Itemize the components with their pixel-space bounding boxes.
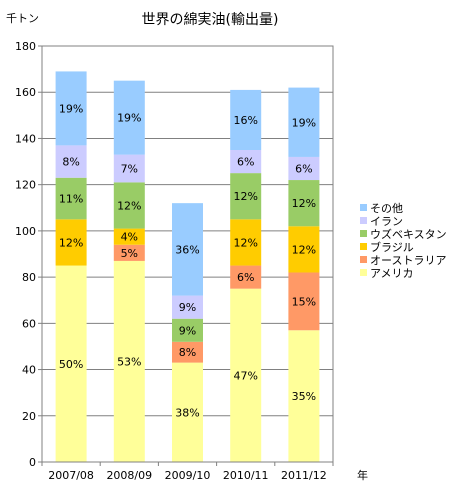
data-label: 11%	[59, 193, 83, 206]
bar-segment	[113, 260, 145, 462]
data-label: 50%	[59, 358, 83, 371]
y-tick-label: 160	[15, 86, 36, 99]
bar-segment	[230, 150, 262, 174]
legend-swatch	[360, 243, 367, 250]
data-label: 15%	[292, 295, 316, 308]
bar-segment	[55, 145, 87, 178]
legend-label: ウズベキスタン	[370, 227, 447, 241]
bar-stack: 35% 15% 12% 12% 6% 19%	[288, 87, 320, 462]
bar-stack: 53% 5% 4% 12% 7% 19%	[113, 80, 145, 462]
bar-segment	[230, 89, 262, 150]
data-label: 38%	[175, 406, 199, 419]
y-tick-label: 100	[15, 225, 36, 238]
legend-label: その他	[370, 202, 403, 215]
bar-segment	[172, 295, 203, 319]
x-tick-label: 2008/09	[106, 469, 152, 482]
bar-segment	[172, 318, 203, 342]
data-label: 6%	[295, 162, 312, 175]
data-label: 19%	[117, 112, 141, 125]
y-axis-unit-label: 千トン	[6, 12, 39, 25]
bar-segment	[288, 226, 320, 273]
bar-segment	[113, 182, 145, 229]
x-axis-unit-label: 年	[357, 468, 368, 482]
bar-segment	[113, 80, 145, 155]
bar-segment	[230, 265, 262, 289]
y-tick-label: 140	[15, 132, 36, 145]
legend-swatch	[360, 230, 367, 237]
data-label: 8%	[179, 346, 196, 359]
bar-segment	[172, 362, 203, 462]
legend-label: アメリカ	[370, 267, 413, 280]
bar-segment	[55, 71, 87, 146]
data-label: 9%	[179, 301, 196, 314]
data-label: 12%	[292, 243, 316, 256]
bar-segment	[288, 330, 320, 462]
data-label: 6%	[237, 156, 254, 169]
x-tick-label: 2009/10	[165, 469, 211, 482]
data-label: 16%	[233, 114, 257, 127]
legend-label: イラン	[370, 215, 403, 228]
data-label: 8%	[62, 156, 79, 169]
data-label: 35%	[292, 390, 316, 403]
bar-segment	[113, 228, 145, 245]
y-tick-label: 40	[22, 364, 36, 377]
data-label: 9%	[179, 324, 196, 337]
legend-label: ブラジル	[370, 240, 414, 254]
legend-label: オーストラリア	[370, 254, 446, 267]
bar-segment	[55, 265, 87, 462]
bar-segment	[288, 180, 320, 227]
bar-segment	[288, 272, 320, 331]
legend-swatch	[360, 256, 367, 263]
data-label: 5%	[121, 247, 138, 260]
plot-area: 0 20 40 60 80 100 120 140 160 180 50% 12% 11% 8% 19% 20…	[15, 40, 334, 482]
data-label: 12%	[292, 197, 316, 210]
bar-stack: 47% 6% 12% 12% 6% 16%	[230, 89, 262, 462]
data-label: 19%	[59, 102, 83, 115]
data-label: 53%	[117, 355, 141, 368]
x-tick-label: 2007/08	[48, 469, 94, 482]
data-label: 19%	[292, 116, 316, 129]
bar-segment	[113, 244, 145, 261]
data-label: 47%	[233, 369, 257, 382]
bar-segment	[55, 219, 87, 266]
bar-segment	[113, 154, 145, 183]
bar-segment	[172, 203, 203, 296]
bar-segment	[230, 219, 262, 266]
y-tick-label: 20	[22, 410, 36, 423]
y-tick-label: 0	[29, 456, 36, 469]
y-tick-label: 180	[15, 40, 36, 53]
y-tick-label: 80	[22, 271, 36, 284]
bar-segment	[172, 341, 203, 363]
y-tick-label: 60	[22, 317, 36, 330]
bar-stack: 38% 8% 9% 9% 36%	[172, 203, 203, 462]
legend-swatch	[360, 204, 367, 211]
chart-title: 世界の綿実油(輸出量)	[142, 12, 279, 28]
data-label: 12%	[59, 236, 83, 249]
legend-swatch	[360, 217, 367, 224]
bar-segment	[55, 177, 87, 220]
bar-segment	[288, 156, 320, 181]
data-label: 12%	[233, 236, 257, 249]
x-tick-label: 2010/11	[223, 469, 269, 482]
y-tick-label: 120	[15, 179, 36, 192]
data-label: 7%	[121, 162, 138, 175]
data-label: 12%	[233, 190, 257, 203]
bar-segment	[288, 87, 320, 157]
x-tick-label: 2011/12	[281, 469, 327, 482]
bar-stack: 50% 12% 11% 8% 19%	[55, 71, 87, 462]
bar-segment	[230, 173, 262, 220]
legend-swatch	[360, 269, 367, 276]
data-label: 12%	[117, 199, 141, 212]
bar-segment	[230, 288, 262, 462]
data-label: 4%	[121, 231, 138, 244]
data-label: 36%	[175, 243, 199, 256]
data-label: 6%	[237, 271, 254, 284]
